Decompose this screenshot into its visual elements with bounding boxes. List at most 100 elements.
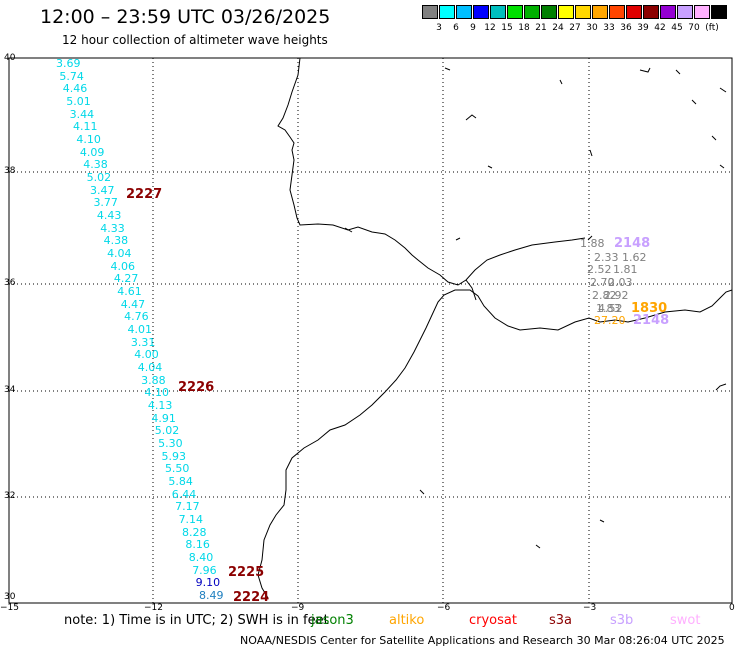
y-tick-38: 38 xyxy=(4,166,16,176)
legend-altiko: altiko xyxy=(389,613,424,628)
iberia-coastline xyxy=(277,57,586,286)
map-subtitle: 12 hour collection of altimeter wave hei… xyxy=(62,33,328,47)
wave-height-obs-20: 4.76 xyxy=(124,310,149,324)
pass-label-2226: 2226 xyxy=(178,380,215,395)
gibraltar-coast xyxy=(465,279,477,301)
color-scale-label-9: 30 xyxy=(586,23,598,33)
wave-height-obs-13: 4.33 xyxy=(100,221,125,235)
wave-height-obs-33: 5.84 xyxy=(168,475,193,488)
alboran-coast xyxy=(587,235,593,241)
wave-height-obs-22: 3.31 xyxy=(130,335,156,349)
obs-orange-1: 27.20 xyxy=(594,314,626,327)
wave-height-obs-42: 8.49 xyxy=(199,589,224,602)
color-swatch-5 xyxy=(507,5,523,19)
color-scale-label-6: 21 xyxy=(535,23,547,33)
wave-height-obs-28: 4.91 xyxy=(151,411,176,425)
y-tick-40: 40 xyxy=(4,53,16,63)
color-swatch-8 xyxy=(558,5,574,19)
x-tick-m15: −15 xyxy=(0,603,19,613)
color-swatch-1 xyxy=(439,5,455,19)
obs-gray-7: 2.03 xyxy=(608,276,633,289)
wave-height-obs-24: 4.04 xyxy=(137,361,163,374)
wave-height-obs-41: 9.10 xyxy=(195,576,221,590)
color-scale-label-12: 39 xyxy=(637,23,649,33)
color-scale-unit: (ft) xyxy=(705,23,719,33)
wave-height-obs-4: 3.44 xyxy=(69,107,95,121)
color-swatch-11 xyxy=(609,5,625,19)
pass-label-2148-north: 2148 xyxy=(614,236,651,251)
x-tick-0: 0 xyxy=(729,603,735,613)
legend-jason3-label: jason3 xyxy=(311,613,354,628)
obs-gray-6: 2.70 xyxy=(590,276,615,289)
legend-cryosat: cryosat xyxy=(469,613,517,628)
color-swatch-3 xyxy=(473,5,489,19)
color-scale-label-8: 27 xyxy=(569,23,581,33)
x-tick-m9: −9 xyxy=(291,603,305,613)
color-scale-label-3: 12 xyxy=(484,23,496,33)
wave-height-obs-9: 5.02 xyxy=(86,171,112,184)
color-swatch-17 xyxy=(711,5,727,19)
legend-cryosat-label: cryosat xyxy=(469,613,517,628)
wave-height-obs-21: 4.01 xyxy=(127,323,153,336)
obs-gray-3: 1.62 xyxy=(622,251,647,264)
wave-height-obs-36: 7.14 xyxy=(178,513,204,526)
wave-height-obs-23: 4.00 xyxy=(134,348,159,362)
wave-height-obs-16: 4.06 xyxy=(110,259,135,273)
color-scale-label-4: 15 xyxy=(501,23,513,33)
wave-height-obs-18: 4.61 xyxy=(117,285,142,298)
wave-height-obs-37: 8.28 xyxy=(181,525,207,539)
y-tick-34: 34 xyxy=(4,385,16,395)
wave-height-obs-14: 4.38 xyxy=(103,234,129,248)
footer-credit: NOAA/NESDIS Center for Satellite Applica… xyxy=(240,634,725,647)
obs-gray-9: 2.92 xyxy=(604,289,629,302)
wave-height-obs-1: 5.74 xyxy=(59,69,84,83)
wave-height-obs-40: 7.96 xyxy=(192,563,217,577)
color-swatch-10 xyxy=(592,5,608,19)
obs-gray-2: 2.33 xyxy=(594,251,619,264)
wave-height-obs-5: 4.11 xyxy=(73,120,98,134)
y-tick-32: 32 xyxy=(4,491,16,501)
y-tick-36: 36 xyxy=(4,278,16,288)
wave-height-obs-3: 5.01 xyxy=(66,95,91,108)
wave-height-obs-27: 4.13 xyxy=(147,399,173,412)
pass-label-1830: 1830 xyxy=(631,301,668,316)
obs-gray-8: 2.82 xyxy=(592,289,617,302)
wave-height-obs-34: 6.44 xyxy=(171,487,197,501)
color-scale-label-14: 45 xyxy=(671,23,683,33)
map-title: 12:00 – 23:59 UTC 03/26/2025 xyxy=(40,6,331,28)
africa-coastline xyxy=(257,289,733,599)
wave-height-obs-32: 5.50 xyxy=(164,462,190,476)
wave-height-obs-2: 4.46 xyxy=(62,82,88,96)
wave-height-obs-19: 4.47 xyxy=(120,297,146,311)
legend-s3a: s3a xyxy=(549,613,572,628)
wave-height-obs-38: 8.16 xyxy=(185,538,210,552)
color-swatch-0 xyxy=(422,5,438,19)
map-frame xyxy=(8,57,733,604)
obs-gray-10: 1.83 xyxy=(596,302,621,315)
obs-gray-1: 1.88 xyxy=(580,237,605,250)
wave-height-obs-29: 5.02 xyxy=(154,424,180,438)
wave-height-obs-26: 4.10 xyxy=(144,386,170,400)
obs-gray-4: 2.52 xyxy=(587,263,612,276)
grid-lines xyxy=(9,58,732,603)
wave-height-obs-15: 4.04 xyxy=(107,247,132,260)
pass-label-2148-south: 2148 xyxy=(633,313,670,328)
color-swatch-12 xyxy=(626,5,642,19)
legend-altiko-label: altiko xyxy=(389,613,425,628)
y-tick-30: 30 xyxy=(4,592,16,602)
color-scale-label-7: 24 xyxy=(552,23,564,33)
color-scale-label-10: 33 xyxy=(603,23,615,33)
color-scale-label-5: 18 xyxy=(518,23,530,33)
color-scale-label-2: 9 xyxy=(470,23,476,33)
legend-swot: swot xyxy=(670,613,700,628)
legend-swot-label: swot xyxy=(670,613,701,628)
wave-height-obs-17: 4.27 xyxy=(113,272,139,286)
color-scale-label-13: 42 xyxy=(654,23,666,33)
legend-s3a-label: s3a xyxy=(549,613,573,628)
color-scale-label-1: 6 xyxy=(453,23,459,33)
color-scale-label-0: 3 xyxy=(436,23,442,33)
x-tick-m3: −3 xyxy=(583,603,597,613)
color-swatch-15 xyxy=(677,5,693,19)
color-swatch-14 xyxy=(660,5,676,19)
